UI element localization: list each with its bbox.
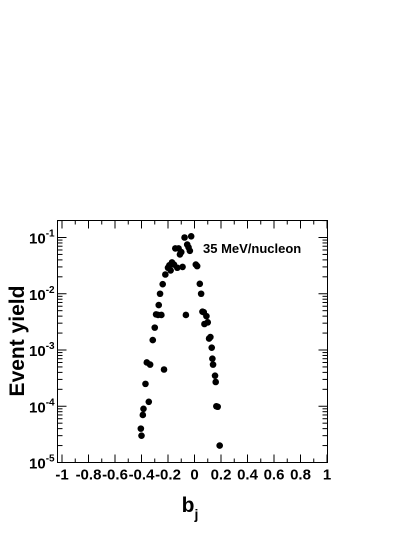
data-point xyxy=(151,324,159,331)
data-point xyxy=(211,372,219,379)
data-point xyxy=(209,355,216,363)
data-point xyxy=(159,280,166,288)
y-tick-label: 10-1 xyxy=(29,229,55,248)
x-tick-label: -0.4 xyxy=(129,467,156,484)
y-tick-label: 10-5 xyxy=(29,454,55,473)
y-axis-ticks: 10-5 10-4 10-3 10-2 10-1 xyxy=(29,220,328,473)
data-point xyxy=(145,398,153,406)
data-point xyxy=(162,271,169,278)
data-point xyxy=(187,233,195,240)
data-point xyxy=(137,425,145,432)
chart-annotation: 35 MeV/nucleon xyxy=(203,241,301,256)
data-point xyxy=(208,344,216,351)
data-point xyxy=(204,319,212,326)
data-point xyxy=(203,312,210,320)
x-tick-label: -1 xyxy=(55,467,68,484)
data-point xyxy=(209,361,217,368)
data-point xyxy=(149,336,157,344)
x-tick-label: 0.6 xyxy=(264,467,285,484)
data-point xyxy=(156,290,164,298)
data-point xyxy=(139,411,147,419)
y-tick-label: 10-4 xyxy=(29,397,55,416)
data-point xyxy=(196,280,204,288)
data-point xyxy=(193,262,201,270)
data-point xyxy=(214,403,221,411)
x-tick-label: 0 xyxy=(190,467,198,484)
x-tick-label: -0.8 xyxy=(76,467,102,484)
data-point xyxy=(177,248,185,256)
data-point xyxy=(160,366,168,373)
x-axis-title: bj xyxy=(182,494,199,522)
x-tick-label: 0.8 xyxy=(290,467,311,484)
data-point xyxy=(138,432,145,439)
data-point xyxy=(167,267,174,274)
x-axis-title-subscript: j xyxy=(193,506,198,522)
x-tick-label: -0.2 xyxy=(155,467,181,484)
x-axis-title-main: b xyxy=(182,494,195,517)
plot-frame xyxy=(57,220,328,463)
data-point xyxy=(212,378,219,386)
data-point xyxy=(197,290,205,298)
y-tick-label: 10-2 xyxy=(29,285,55,304)
data-point xyxy=(216,442,223,449)
data-point xyxy=(146,361,154,368)
data-points xyxy=(137,233,223,449)
x-tick-label: 0.4 xyxy=(237,467,259,484)
data-point xyxy=(155,301,163,309)
data-point xyxy=(207,333,214,341)
data-point xyxy=(186,247,194,255)
x-axis-ticks: -1 -0.8 -0.6 -0.4 -0.2 0 0.2 0.4 0.6 0.8 1 xyxy=(55,220,331,484)
x-tick-label: -0.6 xyxy=(102,467,128,484)
x-tick-label: 1 xyxy=(323,467,331,484)
data-point xyxy=(142,380,149,388)
data-point xyxy=(140,405,147,413)
x-tick-label: 0.2 xyxy=(211,467,232,484)
data-point xyxy=(182,311,190,319)
data-point xyxy=(181,234,188,241)
y-tick-label: 10-3 xyxy=(29,341,55,360)
y-axis-title: Event yield xyxy=(6,286,29,397)
data-point xyxy=(158,311,165,319)
data-point xyxy=(173,264,181,272)
data-point xyxy=(179,263,186,271)
